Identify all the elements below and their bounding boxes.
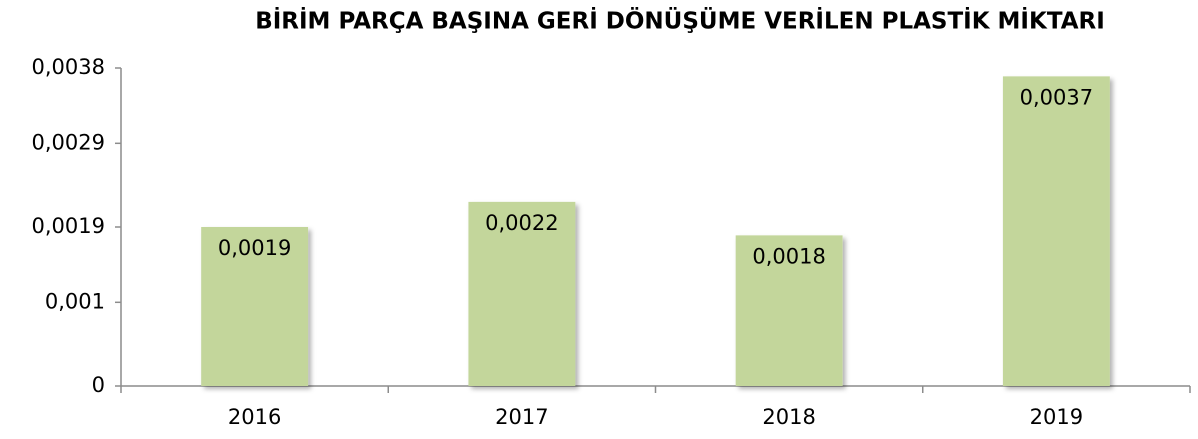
chart-title: BİRİM PARÇA BAŞINA GERİ DÖNÜŞÜME VERİLEN…: [255, 7, 1105, 35]
data-label: 0,0037: [1020, 85, 1093, 109]
bar: [1002, 76, 1110, 387]
bar: [735, 235, 843, 386]
y-tick-label: 0,0038: [32, 55, 105, 79]
x-tick-label: 2019: [1030, 405, 1083, 429]
x-tick-label: 2017: [495, 405, 548, 429]
bar: [468, 201, 576, 386]
data-label: 0,0019: [218, 236, 291, 260]
y-tick-label: 0: [92, 373, 105, 397]
y-tick-label: 0,001: [45, 289, 105, 313]
y-tick-label: 0,0029: [32, 130, 105, 154]
data-label: 0,0022: [485, 211, 558, 235]
data-label: 0,0018: [752, 244, 825, 268]
y-tick-label: 0,0019: [32, 214, 105, 238]
x-tick-label: 2016: [228, 405, 281, 429]
x-tick-label: 2018: [762, 405, 815, 429]
bar: [201, 227, 309, 386]
